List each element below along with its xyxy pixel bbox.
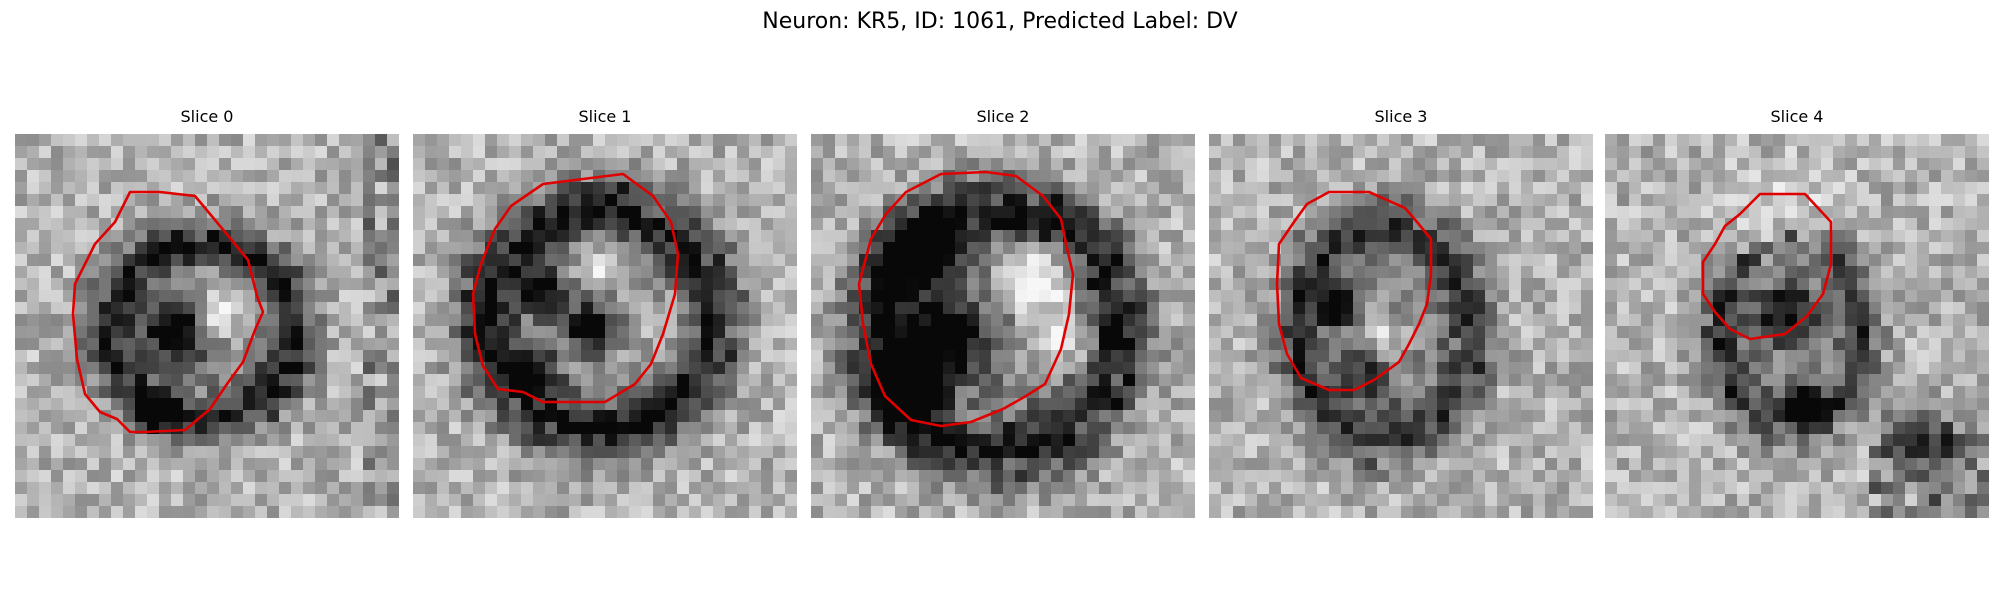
slice-panel-3: Slice 3: [1209, 106, 1593, 518]
slice-image: [413, 134, 797, 518]
segmentation-contour: [857, 170, 1075, 428]
slice-image: [15, 134, 399, 518]
grayscale-crop-with-contour: [1605, 134, 1989, 518]
slice-title: Slice 3: [1374, 107, 1428, 126]
slice-image: [811, 134, 1195, 518]
slice-title: Slice 1: [578, 107, 632, 126]
slice-panel-1: Slice 1: [413, 106, 797, 518]
segmentation-contour: [1701, 192, 1833, 341]
pixel-grid: [413, 134, 797, 518]
slice-panel-4: Slice 4: [1605, 106, 1989, 518]
grayscale-crop-with-contour: [413, 134, 797, 518]
pixel-grid: [15, 134, 399, 518]
segmentation-contour: [471, 172, 680, 404]
pixel-grid: [1605, 134, 1989, 518]
pixel-grid: [1209, 134, 1593, 518]
slice-title: Slice 2: [976, 107, 1030, 126]
grayscale-crop-with-contour: [15, 134, 399, 518]
slice-panel-0: Slice 0: [15, 106, 399, 518]
slice-title: Slice 0: [180, 107, 234, 126]
segmentation-contour: [71, 190, 265, 434]
slice-image: [1605, 134, 1989, 518]
slice-title: Slice 4: [1770, 107, 1824, 126]
grayscale-crop-with-contour: [1209, 134, 1593, 518]
figure-title: Neuron: KR5, ID: 1061, Predicted Label: …: [762, 9, 1238, 34]
pixel-grid: [811, 134, 1195, 518]
slice-image: [1209, 134, 1593, 518]
segmentation-contour: [1275, 190, 1433, 392]
slice-panel-2: Slice 2: [811, 106, 1195, 518]
grayscale-crop-with-contour: [811, 134, 1195, 518]
